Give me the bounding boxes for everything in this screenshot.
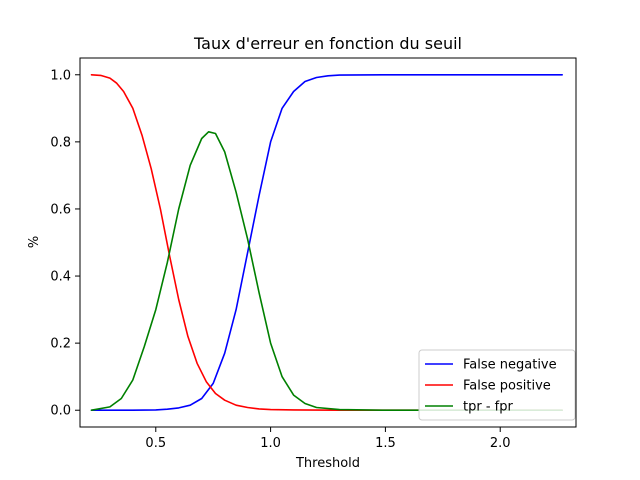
x-axis-ticks: 0.5 1.0 1.5 2.0: [145, 427, 511, 451]
x-tick-label: 2.0: [490, 436, 511, 451]
y-axis-label: %: [27, 236, 42, 248]
y-tick-label: 0.2: [50, 337, 71, 352]
legend-label-tpr-fpr: tpr - fpr: [463, 400, 513, 415]
y-axis-ticks: 0.0 0.2 0.4 0.6 0.8 1.0: [50, 68, 80, 419]
plot-area: 0.5 1.0 1.5 2.0 0.0 0.2 0.4 0.6 0.8 1.0: [50, 57, 577, 451]
legend-box: [418, 349, 576, 421]
series-layer: [90, 74, 564, 412]
axes-frame: [79, 57, 577, 428]
series-line-tpr-fpr: [90, 131, 564, 412]
y-tick-label: 0.8: [50, 135, 71, 150]
series-line-false-negative: [90, 74, 564, 412]
x-tick-label: 1.0: [260, 436, 281, 451]
legend: False negative False positive tpr - fpr: [418, 349, 576, 421]
x-axis-label: Threshold: [295, 456, 360, 471]
y-tick-label: 0.4: [50, 270, 71, 285]
x-tick-label: 0.5: [145, 436, 166, 451]
legend-label-false-positive: False positive: [463, 379, 551, 394]
y-tick-label: 0.0: [50, 404, 71, 419]
chart-title: Taux d'erreur en fonction du seuil: [193, 34, 462, 53]
legend-label-false-negative: False negative: [463, 358, 557, 373]
y-tick-label: 0.6: [50, 202, 71, 217]
legend-entries: False negative False positive tpr - fpr: [425, 358, 557, 415]
x-tick-label: 1.5: [375, 436, 396, 451]
y-tick-label: 1.0: [50, 68, 71, 83]
series-line-false-positive: [90, 74, 564, 412]
